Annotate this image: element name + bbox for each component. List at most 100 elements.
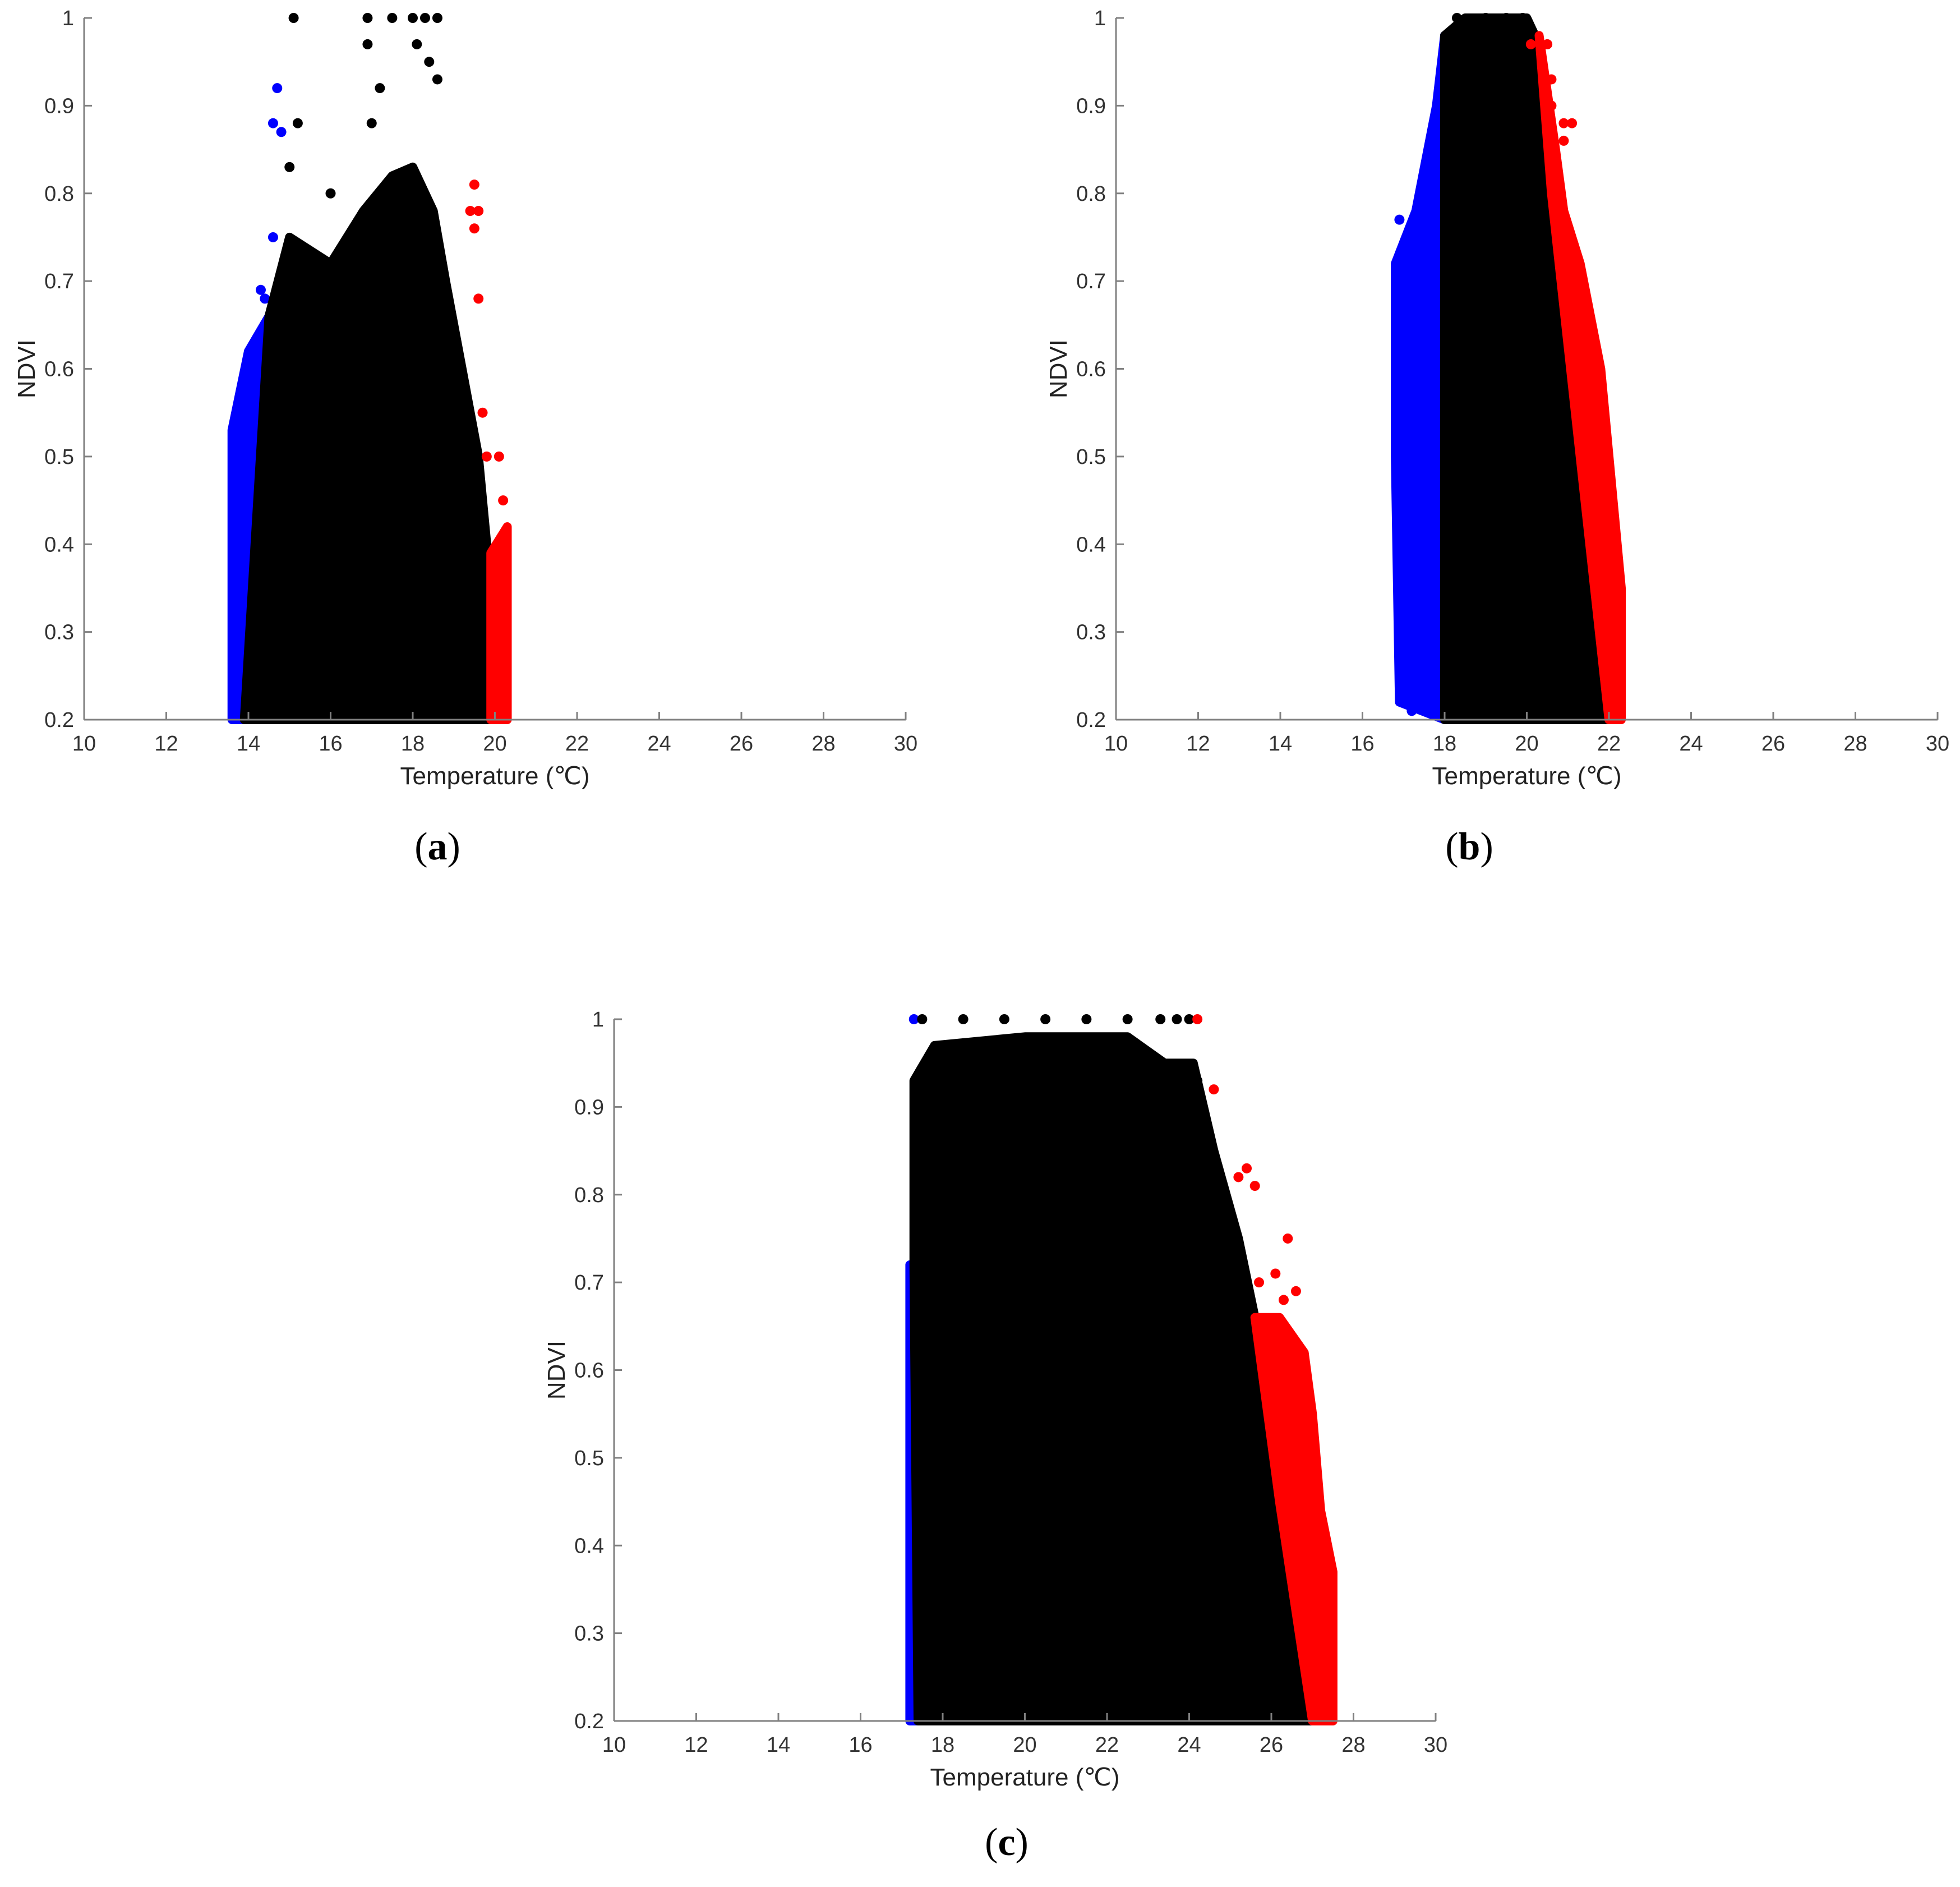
- y-tick-label: 0.4: [44, 533, 74, 556]
- y-tick-label: 0.7: [1076, 270, 1106, 293]
- data-point: [284, 162, 295, 172]
- data-point: [1518, 13, 1528, 23]
- data-point: [1525, 39, 1536, 49]
- x-tick-label: 24: [647, 732, 671, 756]
- y-tick-label: 0.9: [574, 1096, 604, 1119]
- data-point: [362, 39, 373, 49]
- data-point: [255, 284, 266, 295]
- data-point: [477, 407, 488, 418]
- y-tick-label: 0.5: [1076, 445, 1106, 469]
- x-tick-label: 12: [154, 732, 178, 756]
- panel-label-c: (c): [985, 1821, 1029, 1864]
- x-tick-label: 14: [1269, 732, 1292, 756]
- panel-label-a: (a): [414, 825, 460, 868]
- x-tick-label: 10: [1104, 732, 1128, 756]
- data-point: [908, 1014, 919, 1024]
- data-point: [481, 451, 492, 462]
- point-cloud-cold: [1391, 31, 1449, 724]
- y-tick-label: 1: [62, 7, 74, 30]
- data-point: [1406, 706, 1417, 716]
- data-point: [1558, 118, 1569, 128]
- point-cloud-hot: [486, 522, 512, 724]
- x-tick-label: 30: [1926, 732, 1949, 756]
- x-tick-label: 26: [730, 732, 753, 756]
- data-point: [1451, 13, 1462, 23]
- data-point: [1196, 1102, 1207, 1112]
- data-point: [498, 495, 509, 506]
- y-tick-label: 0.3: [574, 1622, 604, 1646]
- data-point: [1081, 1014, 1092, 1024]
- data-point: [260, 293, 270, 304]
- data-point: [1122, 1014, 1133, 1024]
- data-point: [268, 118, 278, 128]
- data-point: [325, 188, 336, 199]
- data-point: [362, 13, 373, 23]
- data-point: [1209, 1084, 1219, 1095]
- data-point: [419, 13, 430, 23]
- point-cloud-hot: [1534, 31, 1626, 724]
- data-point: [1184, 1014, 1195, 1024]
- x-tick-label: 12: [684, 1733, 708, 1757]
- y-axis-label: NDVI: [543, 1341, 570, 1400]
- data-point: [268, 232, 278, 242]
- chart-panel-a: 10 12 14 16 18 20 22 24 26 28 30 0.2 0.3 0.4 0.5 0.6 0.7…: [0, 0, 925, 797]
- x-tick-label: 22: [565, 732, 589, 756]
- x-tick-label: 30: [1424, 1733, 1447, 1757]
- x-tick-label: 18: [401, 732, 425, 756]
- data-point: [1546, 74, 1557, 85]
- data-point: [288, 13, 299, 23]
- data-point: [1558, 135, 1569, 146]
- data-point: [1278, 1295, 1289, 1305]
- y-axis-label: NDVI: [13, 339, 40, 398]
- data-point: [1254, 1277, 1265, 1288]
- x-tick-label: 10: [72, 732, 96, 756]
- point-cloud-middle: [909, 1032, 1317, 1725]
- x-tick-label: 28: [1341, 1733, 1365, 1757]
- data-point: [1398, 670, 1409, 681]
- x-tick-label: 20: [1515, 732, 1538, 756]
- data-point: [1481, 13, 1491, 23]
- data-point: [424, 57, 435, 67]
- y-tick-label: 0.7: [44, 270, 74, 293]
- data-point: [1567, 118, 1578, 128]
- x-tick-label: 10: [602, 1733, 626, 1757]
- y-tick-label: 0.8: [44, 182, 74, 206]
- x-tick-label: 28: [811, 732, 835, 756]
- data-point: [432, 13, 442, 23]
- series-middle: [909, 1014, 1317, 1725]
- x-tick-label: 26: [1260, 1733, 1283, 1757]
- x-tick-label: 30: [894, 732, 917, 756]
- x-tick-label: 12: [1186, 732, 1210, 756]
- point-cloud-hot: [1250, 1313, 1338, 1725]
- x-tick-label: 16: [848, 1733, 872, 1757]
- x-tick-label: 24: [1177, 1733, 1201, 1757]
- data-point: [465, 206, 476, 217]
- y-tick-label: 1: [1094, 7, 1106, 30]
- y-tick-label: 1: [592, 1008, 604, 1032]
- data-point: [999, 1014, 1009, 1024]
- chart-panel-c: 10 12 14 16 18 20 22 24 26 28 30 0.2 0.3 0.4 0.5 0.6 0.7…: [530, 1001, 1455, 1798]
- data-point: [1233, 1172, 1244, 1182]
- x-tick-label: 22: [1095, 1733, 1119, 1757]
- data-point: [1290, 1286, 1301, 1296]
- data-point: [1192, 1014, 1203, 1024]
- y-axis-label: NDVI: [1045, 339, 1072, 398]
- x-tick-label: 18: [1433, 732, 1456, 756]
- x-tick-label: 16: [319, 732, 342, 756]
- series-hot: [1525, 31, 1626, 724]
- data-point: [412, 39, 422, 49]
- y-tick-label: 0.3: [44, 621, 74, 645]
- scatter-plot-c: 10 12 14 16 18 20 22 24 26 28 30 0.2 0.3 0.4 0.5 0.6 0.7…: [543, 1008, 1447, 1791]
- series-cold: [1391, 31, 1449, 724]
- scatter-plot-a: 10 12 14 16 18 20 22 24 26 28 30 0.2 0.3 0.4 0.5 0.6 0.7…: [13, 7, 917, 790]
- x-tick-label: 28: [1843, 732, 1867, 756]
- y-tick-label: 0.9: [1076, 94, 1106, 118]
- data-point: [473, 293, 484, 304]
- data-point: [1546, 100, 1557, 111]
- x-tick-label: 16: [1350, 732, 1374, 756]
- x-tick-label: 20: [1013, 1733, 1036, 1757]
- y-tick-label: 0.2: [574, 1710, 604, 1733]
- data-point: [1394, 214, 1405, 225]
- data-point: [1249, 1181, 1260, 1191]
- data-point: [1155, 1014, 1166, 1024]
